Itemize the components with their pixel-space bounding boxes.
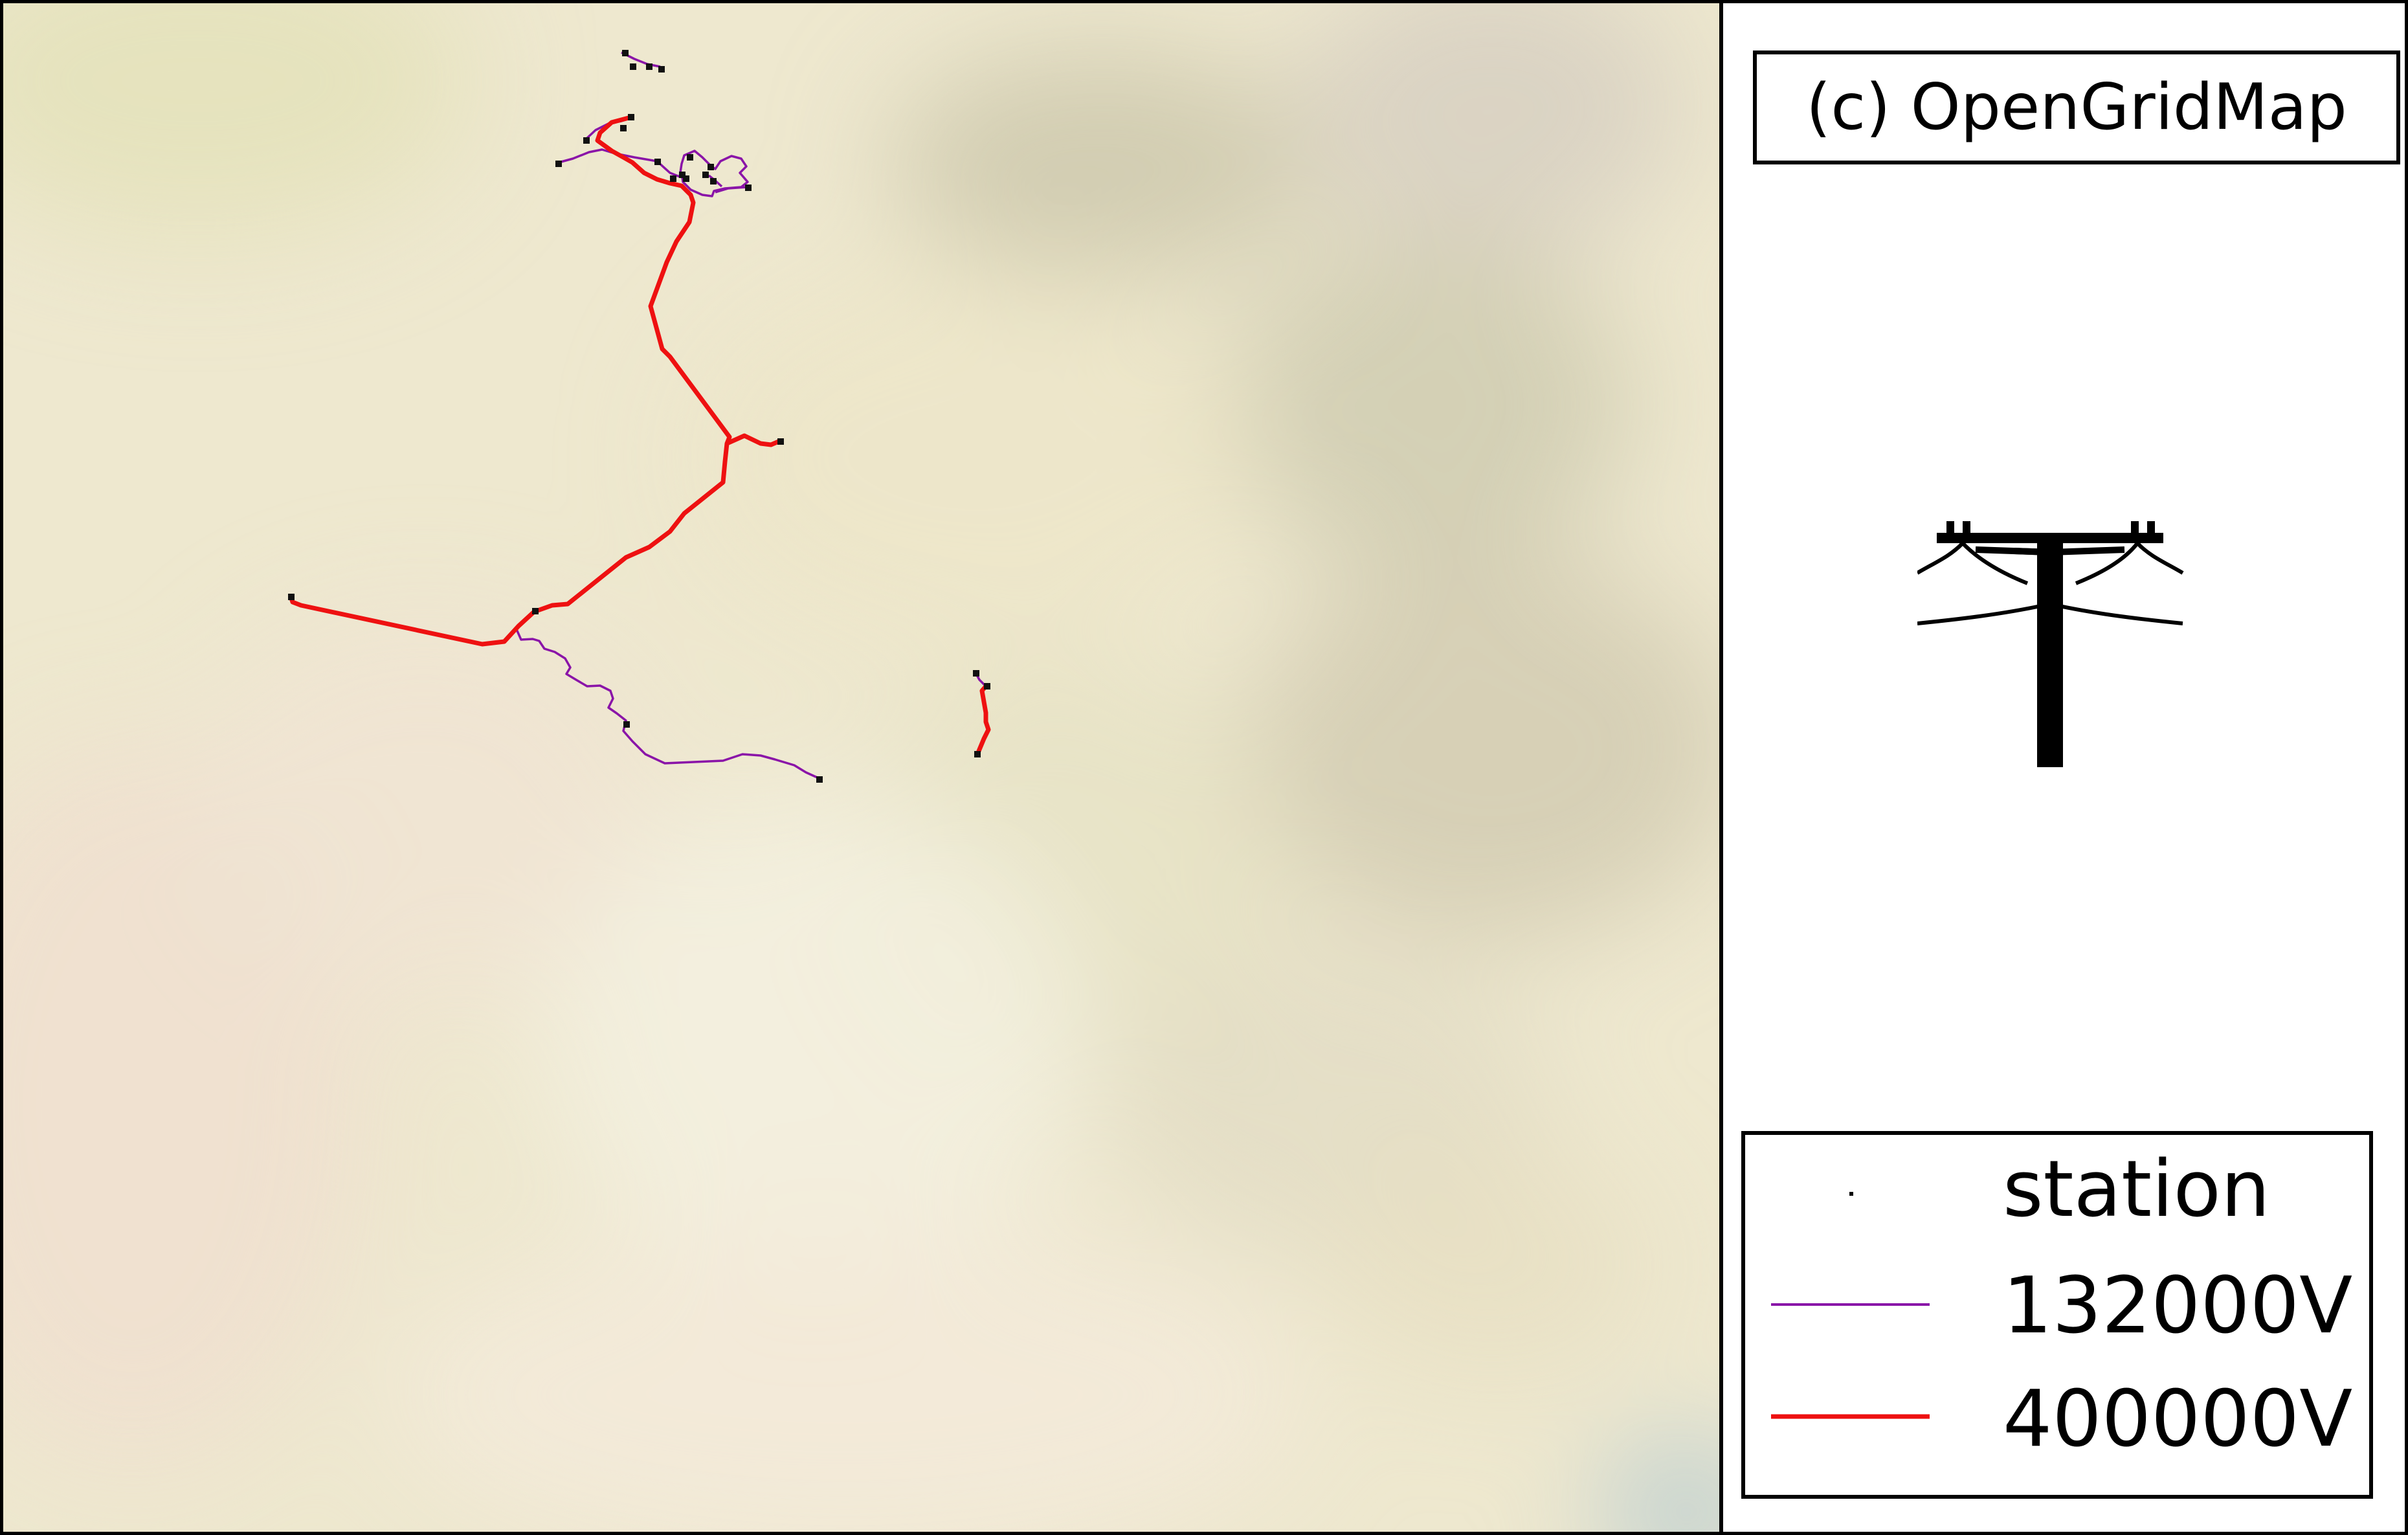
station-marker[interactable]: [646, 63, 652, 70]
station-marker[interactable]: [777, 438, 784, 445]
station-marker[interactable]: [622, 50, 629, 56]
station-marker[interactable]: [973, 670, 979, 677]
power-line-400kv[interactable]: [288, 115, 732, 647]
legend-item-400kv: 400000V: [1745, 1365, 2369, 1475]
legend-label-132kv: 132000V: [2003, 1261, 2353, 1351]
station-marker[interactable]: [679, 172, 686, 178]
stations: [288, 50, 990, 783]
station-marker[interactable]: [583, 137, 590, 144]
station-marker[interactable]: [620, 125, 627, 131]
panel-divider: [1719, 3, 1723, 1532]
power-line-132kv[interactable]: [558, 148, 658, 164]
station-marker[interactable]: [816, 776, 823, 783]
station-marker[interactable]: [532, 608, 539, 614]
line-400kv-swatch: [1771, 1414, 1930, 1419]
station-marker[interactable]: [670, 175, 676, 182]
power-line-400kv[interactable]: [726, 433, 781, 447]
side-panel: (c) OpenGridMap station: [1723, 3, 2405, 1532]
station-marker[interactable]: [984, 683, 990, 689]
station-marker[interactable]: [555, 161, 562, 167]
map-basemap: [3, 3, 1722, 1532]
station-marker[interactable]: [708, 164, 714, 170]
line-132kv-swatch: [1771, 1303, 1930, 1306]
station-marker[interactable]: [658, 66, 665, 73]
grid-overlay: [288, 50, 991, 783]
legend-label-station: station: [2003, 1145, 2270, 1235]
power-line-132kv[interactable]: [715, 186, 747, 194]
power-line-132kv[interactable]: [678, 150, 749, 197]
station-marker[interactable]: [683, 175, 689, 182]
legend-item-station: station: [1745, 1135, 2369, 1245]
station-marker[interactable]: [623, 721, 630, 728]
station-marker[interactable]: [288, 594, 295, 600]
legend: station 132000V 400000V: [1741, 1131, 2373, 1499]
attribution-box: (c) OpenGridMap: [1753, 50, 2400, 164]
station-marker[interactable]: [654, 159, 661, 165]
station-marker[interactable]: [687, 154, 693, 161]
power-line-400kv[interactable]: [975, 684, 991, 756]
station-marker-swatch: [1849, 1192, 1853, 1196]
station-marker[interactable]: [702, 172, 709, 178]
station-marker[interactable]: [974, 751, 981, 757]
station-marker[interactable]: [745, 185, 752, 191]
attribution-text: (c) OpenGridMap: [1806, 71, 2347, 144]
station-marker[interactable]: [710, 178, 717, 185]
power-pylon-icon: [1917, 521, 2184, 767]
station-marker[interactable]: [630, 63, 636, 70]
legend-item-132kv: 132000V: [1745, 1251, 2369, 1361]
power-line-132kv[interactable]: [515, 611, 821, 780]
station-marker[interactable]: [628, 114, 634, 120]
map-panel[interactable]: [3, 3, 1722, 1532]
legend-label-400kv: 400000V: [2003, 1374, 2353, 1464]
